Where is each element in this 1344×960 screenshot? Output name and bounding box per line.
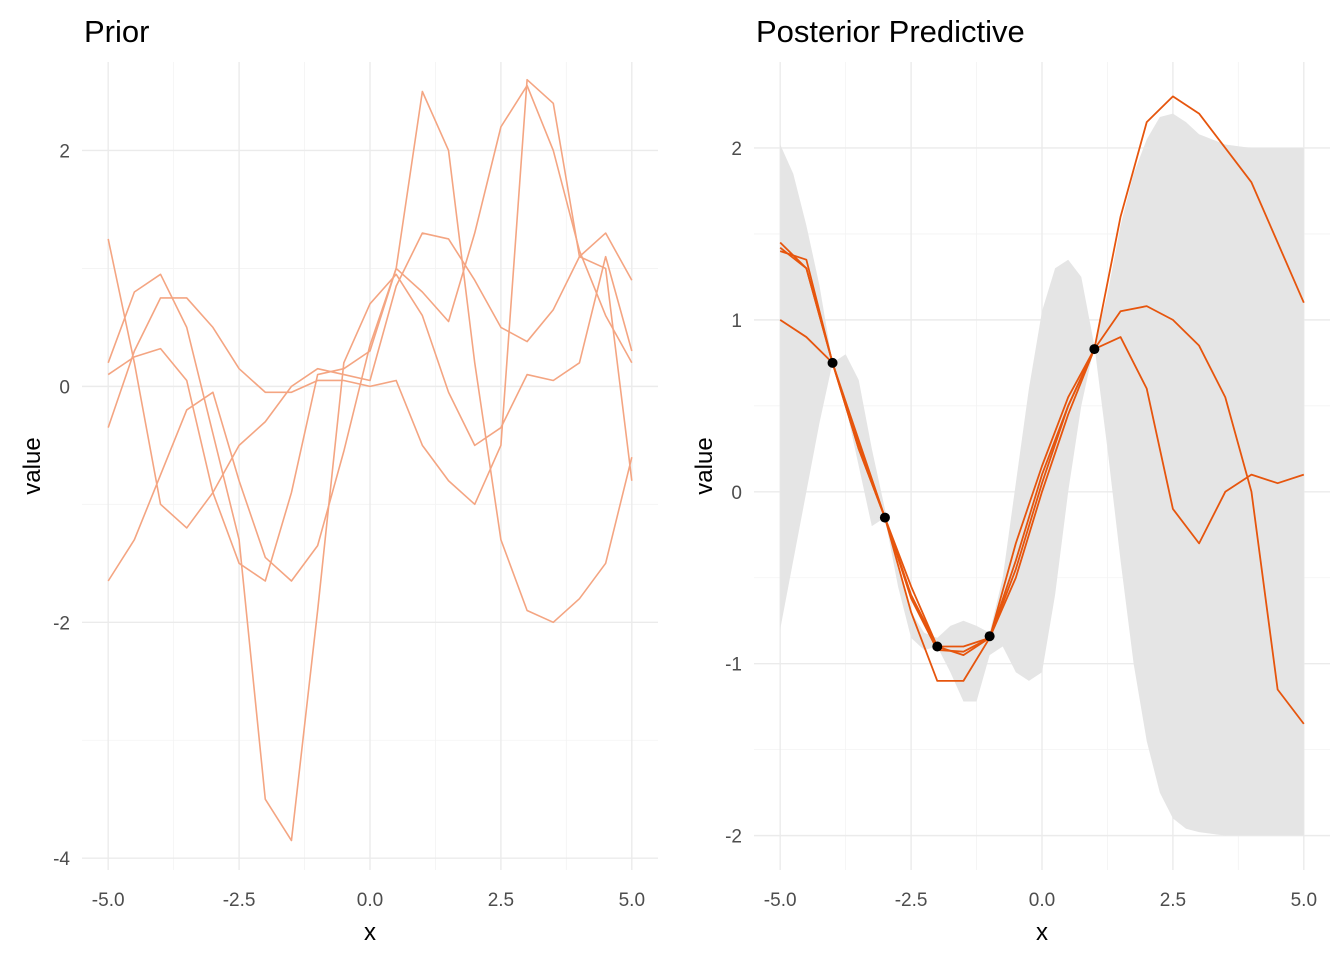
posterior-x-ticks: -5.0 -2.5 0.0 2.5 5.0 [764, 890, 1317, 911]
y-tick-label: -4 [53, 849, 70, 870]
x-tick-label: -5.0 [92, 890, 125, 911]
x-tick-label: -2.5 [895, 890, 928, 911]
y-tick-label: -2 [725, 827, 742, 848]
observed-point [1089, 344, 1100, 355]
observed-points [827, 344, 1100, 652]
prior-lines [107, 78, 633, 842]
x-tick-label: 5.0 [1291, 890, 1317, 911]
prior-sample-line-1 [107, 90, 633, 624]
x-tick-label: 5.0 [619, 890, 645, 911]
observed-point [932, 641, 943, 652]
prior-sample-line-5 [107, 84, 633, 582]
x-tick-label: 2.5 [1160, 890, 1186, 911]
prior-y-axis-title: value [19, 437, 46, 494]
x-tick-label: 2.5 [488, 890, 514, 911]
posterior-title: Posterior Predictive [756, 14, 1025, 49]
prior-y-ticks: -4 -2 0 2 [53, 141, 70, 870]
prior-panel: -5.0 -2.5 0.0 2.5 5.0 -4 -2 0 2 Prior x value [19, 14, 658, 946]
observed-point [827, 357, 838, 368]
posterior-sample-line-3 [779, 250, 1305, 682]
posterior-y-axis-title: value [691, 437, 718, 494]
prior-sample-line-4 [107, 78, 633, 506]
prior-x-axis-title: x [364, 919, 376, 946]
y-tick-label: 0 [59, 377, 70, 398]
posterior-x-axis-title: x [1036, 919, 1048, 946]
observed-point [879, 512, 890, 523]
prior-sample-line-2 [107, 232, 633, 529]
posterior-y-ticks: -2 -1 0 1 2 [725, 139, 742, 848]
x-tick-label: 0.0 [1029, 890, 1055, 911]
y-tick-label: -2 [53, 613, 70, 634]
y-tick-label: 2 [731, 139, 742, 160]
y-tick-label: -1 [725, 655, 742, 676]
x-tick-label: -2.5 [223, 890, 256, 911]
x-tick-label: 0.0 [357, 890, 383, 911]
y-tick-label: 1 [731, 311, 742, 332]
observed-point [984, 631, 995, 642]
prior-sample-line-3 [107, 255, 633, 842]
y-tick-label: 2 [59, 141, 70, 162]
y-tick-label: 0 [731, 483, 742, 504]
prior-x-ticks: -5.0 -2.5 0.0 2.5 5.0 [92, 890, 645, 911]
x-tick-label: -5.0 [764, 890, 797, 911]
prior-title: Prior [84, 14, 149, 49]
posterior-panel: -5.0 -2.5 0.0 2.5 5.0 -2 -1 0 1 2 Posterior Pred… [691, 14, 1330, 946]
prior-gridlines [82, 62, 658, 870]
